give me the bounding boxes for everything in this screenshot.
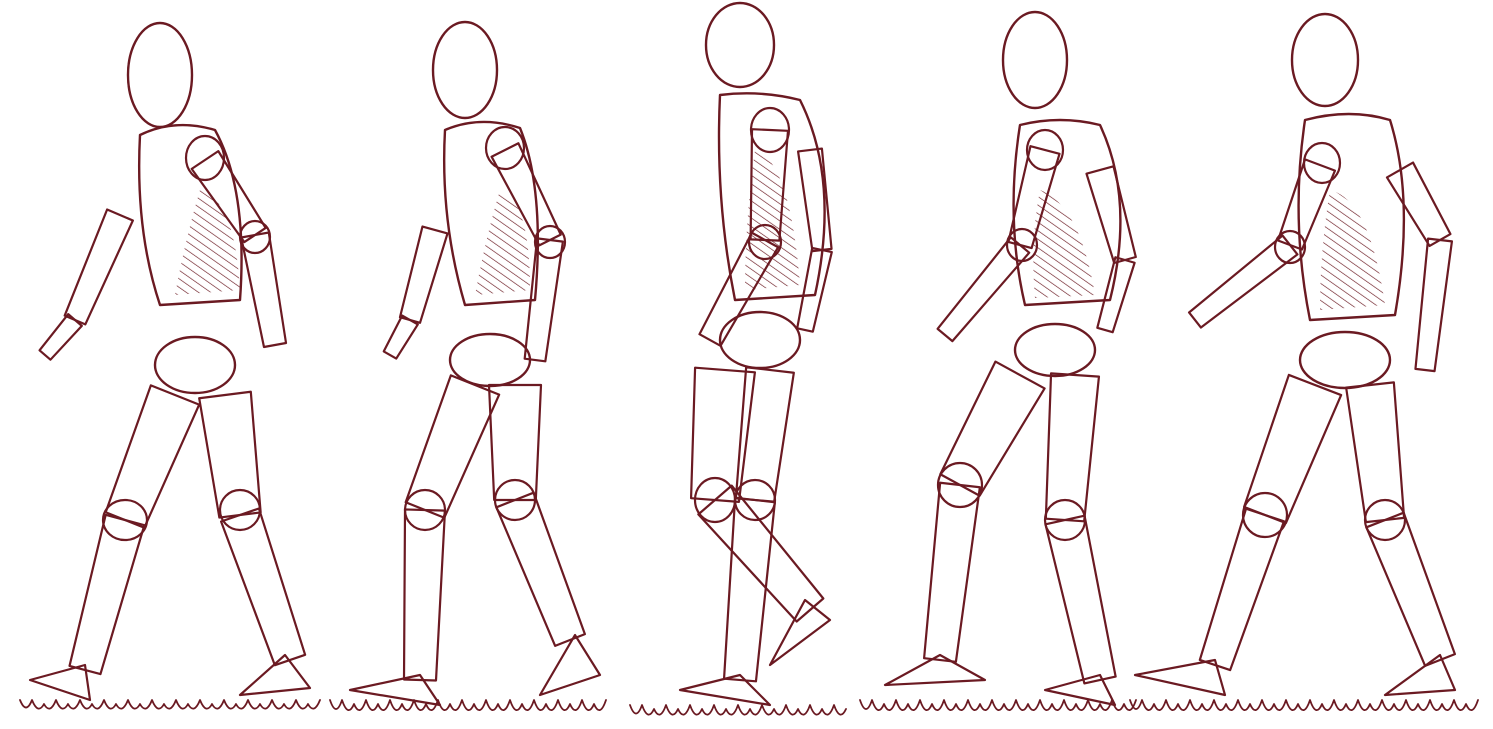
head (126, 21, 194, 129)
front-shin (68, 513, 146, 676)
walking-figure-4 (859, 10, 1137, 711)
back-foot (1043, 673, 1117, 707)
elbow-joint (1005, 227, 1039, 263)
ground-scribble (629, 704, 847, 716)
elbow-joint (533, 224, 567, 260)
torso (717, 92, 826, 302)
torso-shading (1320, 190, 1385, 310)
ground-scribble (329, 699, 607, 711)
elbow-joint (1273, 229, 1307, 265)
front-shin (1365, 511, 1456, 667)
back-thigh (1242, 373, 1343, 525)
knee-joint (936, 461, 984, 509)
knee-joint (1241, 491, 1289, 539)
front-shin (722, 497, 777, 683)
front-forearm (936, 236, 1031, 343)
front-foot (348, 673, 442, 707)
walking-figure-3 (629, 1, 847, 716)
back-forearm (796, 246, 833, 333)
pelvis (718, 310, 802, 370)
front-upper-arm (1007, 145, 1061, 250)
back-shin (495, 491, 586, 647)
front-foot (678, 673, 772, 707)
pelvis (1298, 330, 1392, 390)
walking-figure-5 (1129, 12, 1479, 711)
knee-joint (1363, 498, 1407, 542)
back-thigh (198, 390, 262, 519)
back-shin (697, 484, 825, 623)
front-upper-arm (1276, 158, 1337, 251)
back-foot (1383, 653, 1457, 697)
back-forearm (1096, 256, 1136, 334)
front-forearm (240, 231, 288, 349)
back-thigh (689, 366, 757, 503)
knee-joint (218, 488, 262, 532)
elbow-joint (238, 219, 272, 255)
walking-figure-2 (329, 20, 607, 711)
back-upper-arm (63, 208, 134, 326)
front-foot (28, 663, 92, 702)
torso-shading (475, 190, 530, 295)
knee-joint (1043, 498, 1087, 542)
back-foot (768, 598, 832, 667)
pelvis (153, 335, 237, 395)
back-upper-arm (796, 147, 833, 253)
front-forearm (1187, 234, 1299, 329)
back-upper-arm (1385, 161, 1452, 248)
back-foot (538, 633, 602, 697)
walking-figure-1 (19, 21, 321, 710)
ground-scribble (859, 699, 1137, 711)
ground-scribble (1129, 699, 1479, 711)
back-forearm (1414, 237, 1454, 373)
front-shin (1044, 514, 1117, 685)
front-forearm (523, 237, 564, 363)
elbow-joint (747, 223, 783, 261)
front-thigh (1044, 372, 1101, 523)
back-foot (238, 653, 312, 697)
shoulder-joint (1302, 141, 1342, 185)
knee-joint (493, 478, 537, 522)
shoulder-joint (184, 134, 226, 182)
front-upper-arm (190, 150, 267, 244)
pelvis (448, 332, 532, 388)
front-foot (1133, 658, 1227, 697)
back-forearm (382, 314, 419, 360)
ground-scribble (19, 699, 321, 710)
back-forearm (38, 313, 83, 361)
front-upper-arm (490, 142, 562, 247)
front-shin (402, 508, 447, 682)
head (704, 1, 776, 89)
back-upper-arm (398, 225, 449, 324)
torso (1012, 118, 1122, 307)
knee-joint (403, 488, 447, 532)
knee-joint (733, 478, 777, 522)
back-shin (219, 507, 307, 667)
back-upper-arm (1085, 165, 1137, 265)
front-thigh (404, 374, 501, 519)
knee-joint (101, 498, 149, 542)
head (1001, 10, 1069, 110)
shoulder-joint (1025, 128, 1065, 172)
torso-shading (175, 190, 240, 295)
front-upper-arm (749, 128, 790, 242)
front-forearm (698, 231, 780, 347)
torso (1297, 112, 1406, 322)
front-thigh (1345, 381, 1406, 524)
front-thigh (104, 384, 201, 529)
head (431, 20, 499, 120)
torso-shading (1033, 190, 1095, 298)
pelvis (1013, 322, 1097, 378)
back-shin (1198, 507, 1286, 672)
head (1290, 12, 1360, 108)
torso-shading (745, 150, 800, 290)
shoulder-joint (484, 125, 526, 171)
back-thigh (939, 360, 1046, 497)
back-shin (923, 481, 981, 663)
shoulder-joint (749, 106, 791, 154)
front-foot (883, 653, 987, 687)
